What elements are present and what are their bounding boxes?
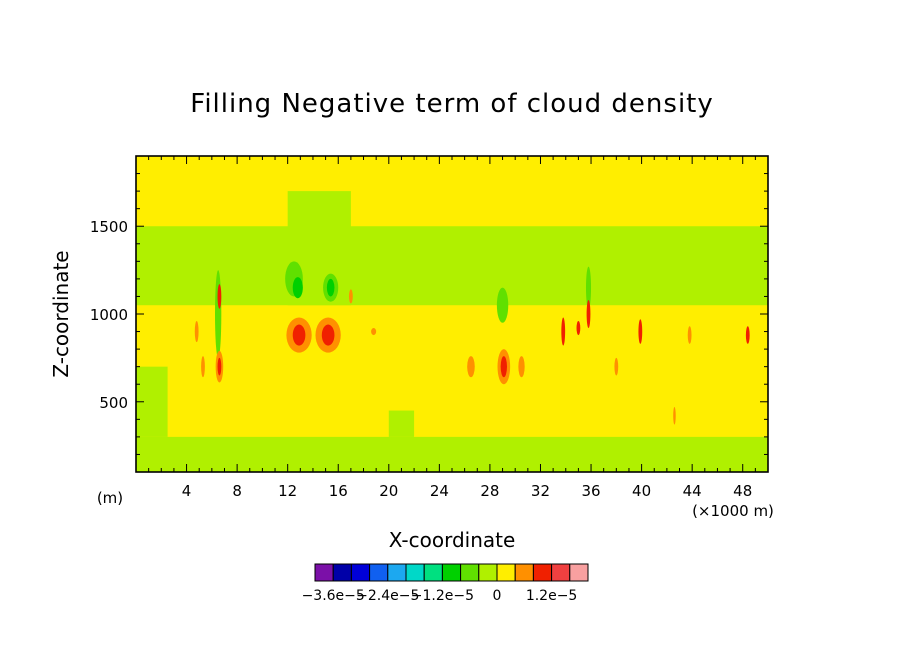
x-tick-label: 12 bbox=[278, 482, 297, 500]
field-feature bbox=[745, 326, 750, 344]
colorbar-swatch bbox=[332, 563, 352, 582]
axis-ticks bbox=[136, 156, 768, 472]
field-feature bbox=[371, 328, 377, 336]
field-feature bbox=[500, 356, 507, 378]
x-tick-label: 28 bbox=[480, 482, 499, 500]
field-feature bbox=[194, 321, 199, 343]
colorbar-swatch bbox=[460, 563, 480, 582]
x-tick-label: 4 bbox=[182, 482, 192, 500]
field-feature bbox=[321, 324, 335, 346]
plot-area bbox=[136, 156, 768, 472]
field-feature bbox=[326, 278, 335, 297]
field-band bbox=[388, 410, 415, 437]
colorbar-swatch bbox=[369, 563, 389, 582]
field-feature bbox=[638, 319, 643, 344]
field-feature bbox=[561, 317, 566, 346]
field-feature bbox=[292, 277, 303, 299]
field-feature bbox=[292, 324, 306, 346]
colorbar-label: −2.4e−5 bbox=[356, 588, 419, 604]
colorbar-label: −3.6e−5 bbox=[302, 588, 365, 604]
field-feature bbox=[518, 356, 525, 378]
field-feature bbox=[201, 356, 205, 378]
colorbar-swatch bbox=[387, 563, 407, 582]
x-tick-label: 24 bbox=[430, 482, 449, 500]
colorbar bbox=[314, 563, 589, 582]
colorbar-label: −1.2e−5 bbox=[411, 588, 474, 604]
field-band bbox=[136, 436, 768, 472]
colorbar-swatch bbox=[551, 563, 571, 582]
x-tick-label: 20 bbox=[379, 482, 398, 500]
field-feature bbox=[217, 284, 222, 309]
y-tick-label: 1500 bbox=[90, 218, 128, 236]
chart-title: Filling Negative term of cloud density bbox=[190, 89, 714, 119]
y-axis-label: Z-coordinate bbox=[49, 250, 73, 377]
y-tick-label: 500 bbox=[99, 394, 128, 412]
x-tick-label: 40 bbox=[632, 482, 651, 500]
y-tick-label: 1000 bbox=[90, 306, 128, 324]
colorbar-swatch bbox=[478, 563, 498, 582]
x-unit-right: (×1000 m) bbox=[692, 502, 774, 520]
colorbar-swatch bbox=[532, 563, 553, 582]
colorbar-label: 1.2e−5 bbox=[526, 588, 578, 604]
field-feature bbox=[614, 357, 619, 376]
field-feature bbox=[586, 299, 591, 329]
colorbar-swatch bbox=[441, 563, 462, 582]
colorbar-labels: −3.6e−5−2.4e−5−1.2e−5 0 1.2e−5 bbox=[302, 588, 578, 604]
x-tick-label: 32 bbox=[531, 482, 550, 500]
field-feature bbox=[217, 357, 222, 376]
colorbar-swatch bbox=[423, 563, 443, 582]
colorbar-swatch bbox=[496, 563, 516, 582]
colorbar-swatch bbox=[350, 563, 371, 582]
colorbar-swatch bbox=[569, 563, 589, 582]
x-tick-label: 8 bbox=[232, 482, 242, 500]
x-tick-label: 16 bbox=[329, 482, 348, 500]
x-unit-left: (m) bbox=[97, 489, 123, 507]
field-feature bbox=[585, 266, 592, 309]
x-axis-label: X-coordinate bbox=[389, 528, 516, 552]
colorbar-swatch bbox=[314, 563, 334, 582]
colorbar-swatch bbox=[405, 563, 425, 582]
field-background bbox=[136, 156, 768, 472]
field-feature bbox=[348, 289, 353, 304]
field-feature bbox=[215, 270, 222, 358]
field-feature bbox=[496, 287, 509, 323]
x-tick-label: 44 bbox=[683, 482, 702, 500]
field-band bbox=[136, 226, 768, 306]
colorbar-swatch bbox=[514, 563, 534, 582]
x-tick-label: 36 bbox=[581, 482, 600, 500]
x-tick-label: 48 bbox=[733, 482, 752, 500]
field-feature bbox=[467, 356, 475, 378]
field-feature bbox=[673, 407, 676, 425]
field-feature bbox=[687, 326, 692, 344]
colorbar-label: 0 bbox=[493, 588, 502, 604]
field-feature bbox=[576, 321, 581, 336]
